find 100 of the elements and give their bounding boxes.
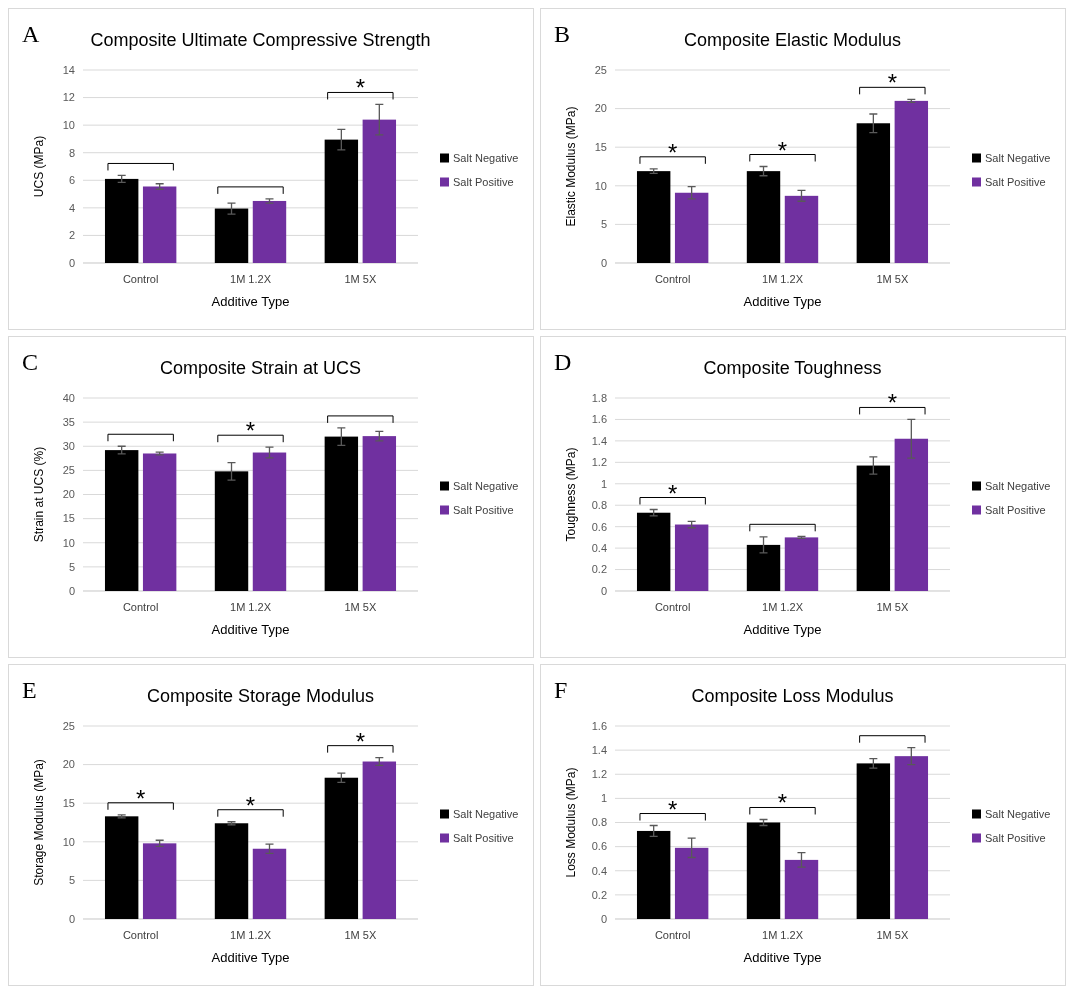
x-tick-label: Control — [654, 601, 691, 613]
annotation: * — [355, 727, 366, 755]
y-tick-label: 35 — [62, 415, 75, 428]
annotation: * — [667, 795, 678, 823]
bar — [636, 512, 671, 591]
bar — [784, 195, 819, 263]
x-tick-label: Control — [122, 273, 159, 285]
y-tick-label: 1.2 — [591, 768, 607, 781]
text: B — [554, 21, 571, 47]
annotation: * — [135, 784, 146, 812]
y-tick-label: 0.2 — [591, 888, 607, 901]
y-tick-label: 0.6 — [591, 840, 607, 853]
x-tick-label: 1M 5X — [876, 273, 909, 285]
annotation: * — [245, 417, 256, 445]
y-tick-label: 6 — [68, 174, 75, 187]
annotation: * — [777, 789, 788, 817]
legend-label: Salt Negative — [985, 480, 1051, 493]
annotation: * — [355, 74, 366, 102]
legend-label: Salt Negative — [453, 480, 519, 493]
y-tick-label: 20 — [62, 758, 75, 771]
x-tick-label: 1M 5X — [876, 929, 909, 941]
y-tick-label: 10 — [62, 536, 75, 549]
bar — [636, 830, 671, 919]
text: A — [22, 21, 40, 47]
legend-label: Salt Negative — [453, 152, 519, 165]
y-tick-label: 5 — [68, 560, 75, 573]
y-tick-label: 0 — [68, 584, 75, 597]
y-tick-label: 1 — [600, 477, 607, 490]
x-tick-label: Control — [654, 929, 691, 941]
legend-label: Salt Negative — [453, 808, 519, 821]
bar — [252, 452, 287, 591]
bar — [214, 208, 249, 263]
y-tick-label: 25 — [62, 464, 75, 477]
legend-label: Salt Positive — [985, 176, 1046, 189]
y-tick-label: 0 — [600, 912, 607, 925]
y-tick-label: 10 — [594, 179, 607, 192]
x-axis-title: Additive Type — [211, 622, 290, 637]
text: E — [22, 677, 37, 703]
y-tick-label: 0 — [68, 912, 75, 925]
chart-title: Composite Ultimate Compressive Strength — [90, 30, 431, 50]
bar — [856, 465, 891, 591]
y-tick-label: 25 — [594, 63, 607, 76]
y-tick-label: 5 — [68, 874, 75, 887]
bar — [746, 822, 781, 919]
bar — [636, 171, 671, 263]
chart-title: Composite Loss Modulus — [691, 686, 894, 706]
y-tick-label: 1 — [600, 792, 607, 805]
x-tick-label: 1M 1.2X — [762, 929, 804, 941]
x-tick-label: Control — [122, 929, 159, 941]
bar — [856, 763, 891, 919]
bar — [894, 756, 929, 919]
bar — [252, 200, 287, 263]
bar — [674, 192, 709, 263]
y-tick-label: 0.2 — [591, 563, 607, 576]
x-axis-title: Additive Type — [211, 294, 290, 309]
y-axis-title: UCS (MPa) — [32, 135, 46, 198]
text: D — [554, 349, 572, 375]
x-axis-title: Additive Type — [743, 950, 822, 965]
bar — [362, 119, 397, 263]
bar — [104, 178, 139, 263]
bar — [674, 524, 709, 591]
bar — [324, 777, 359, 919]
bar — [362, 761, 397, 919]
y-tick-label: 0 — [68, 256, 75, 269]
y-tick-label: 30 — [62, 440, 75, 453]
bar — [214, 471, 249, 591]
bar — [746, 544, 781, 591]
y-tick-label: 15 — [62, 797, 75, 810]
chart-title: Composite Elastic Modulus — [683, 30, 902, 50]
annotation: * — [777, 136, 788, 164]
bar — [784, 859, 819, 919]
x-tick-label: Control — [654, 273, 691, 285]
bar — [142, 843, 177, 919]
bar — [324, 436, 359, 591]
bar — [362, 436, 397, 591]
bar — [894, 100, 929, 263]
x-tick-label: 1M 1.2X — [230, 601, 272, 613]
y-tick-label: 20 — [594, 102, 607, 115]
text: F — [554, 677, 568, 703]
bar — [104, 816, 139, 919]
legend-label: Salt Positive — [453, 176, 514, 189]
y-tick-label: 10 — [62, 118, 75, 131]
bar — [214, 823, 249, 919]
legend-label: Salt Positive — [453, 832, 514, 845]
x-tick-label: 1M 1.2X — [762, 273, 804, 285]
chart-title: Composite Toughness — [703, 358, 882, 378]
y-tick-label: 12 — [62, 91, 75, 104]
y-tick-label: 1.4 — [591, 434, 607, 447]
y-tick-label: 0.6 — [591, 520, 607, 533]
y-tick-label: 1.8 — [591, 391, 607, 404]
bar — [142, 186, 177, 263]
y-axis-title: Loss Modulus (MPa) — [564, 767, 578, 878]
y-tick-label: 2 — [68, 229, 75, 242]
y-tick-label: 0 — [600, 256, 607, 269]
y-tick-label: 0.4 — [591, 541, 607, 554]
y-tick-label: 5 — [600, 218, 607, 231]
bar — [104, 450, 139, 591]
annotation: * — [887, 389, 898, 417]
bar — [674, 847, 709, 919]
y-tick-label: 1.6 — [591, 413, 607, 426]
